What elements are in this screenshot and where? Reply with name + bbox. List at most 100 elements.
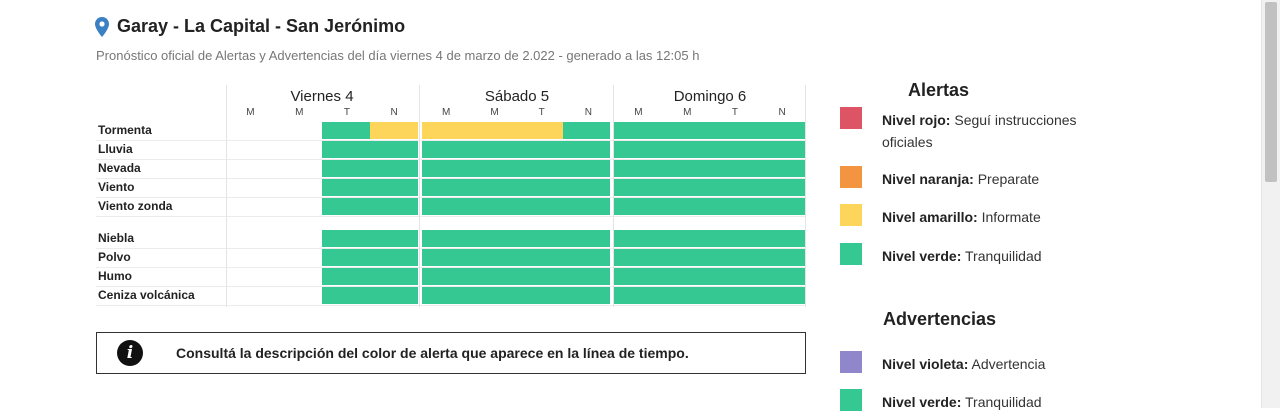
info-icon: i (117, 340, 143, 366)
alert-cell (758, 268, 806, 285)
alert-cell (322, 179, 370, 196)
alert-cell (563, 160, 610, 177)
scrollbar-thumb[interactable] (1265, 2, 1277, 182)
page-title: Garay - La Capital - San Jerónimo (117, 16, 406, 36)
legend-text: Nivel naranja: Preparate (882, 171, 1040, 187)
alert-cell (516, 122, 563, 139)
alert-cell (662, 198, 710, 215)
alert-cell (370, 179, 418, 196)
alert-cell (422, 122, 469, 139)
alert-cell (370, 230, 418, 247)
day-label: Viernes 4 (290, 88, 354, 105)
scrollbar-track[interactable] (1261, 0, 1280, 408)
info-box: i Consultá la descripción del color de a… (96, 332, 806, 374)
alert-cell (563, 230, 610, 247)
alert-cell (469, 268, 516, 285)
alert-cell (226, 287, 274, 304)
alert-cell (614, 198, 662, 215)
slot-label: M (634, 107, 643, 118)
alert-cell (226, 122, 274, 139)
timeline-row: Lluvia (96, 140, 806, 160)
row-label: Tormenta (98, 123, 152, 137)
alert-cell (710, 141, 758, 158)
day-headers: Viernes 4 M M T N Sábado 5 M M T N Domingo 6 M M T N (226, 85, 806, 123)
color-swatch (840, 204, 862, 226)
alert-cell (662, 179, 710, 196)
alert-cell (758, 249, 806, 266)
alert-cell (469, 141, 516, 158)
alert-cell (274, 230, 322, 247)
alert-cell (322, 249, 370, 266)
alert-cell (274, 287, 322, 304)
day-header: Viernes 4 M M T N (226, 85, 418, 123)
slot-label: T (731, 107, 738, 118)
alert-cell (563, 287, 610, 304)
alert-cell (758, 179, 806, 196)
alert-cell (422, 268, 469, 285)
alert-cell (422, 230, 469, 247)
alert-cell (614, 122, 662, 139)
timeline-row: Nevada (96, 159, 806, 179)
row-label: Polvo (98, 250, 131, 264)
color-swatch (840, 107, 862, 129)
row-label: Lluvia (98, 142, 133, 156)
alert-cell (422, 249, 469, 266)
alert-cell (370, 198, 418, 215)
alert-cell (758, 122, 806, 139)
color-swatch (840, 389, 862, 411)
alert-cell (226, 268, 274, 285)
alert-cell (614, 268, 662, 285)
alert-cell (422, 198, 469, 215)
alert-cell (563, 179, 610, 196)
alert-cell (226, 249, 274, 266)
alert-cell (614, 160, 662, 177)
timeline-row: Viento (96, 178, 806, 198)
alert-cell (469, 179, 516, 196)
alert-cell (563, 122, 610, 139)
timeline-row: Tormenta (96, 121, 806, 141)
alert-cell (710, 230, 758, 247)
alert-cell (469, 160, 516, 177)
alert-cell (322, 198, 370, 215)
alert-cell (370, 249, 418, 266)
alert-cell (710, 287, 758, 304)
day-separator (419, 85, 420, 307)
alert-cell (226, 198, 274, 215)
alert-cell (322, 268, 370, 285)
alert-cell (322, 287, 370, 304)
alert-cell (710, 122, 758, 139)
timeline-row: Niebla (96, 229, 806, 249)
row-label: Ceniza volcánica (98, 288, 195, 302)
legend-item: Nivel rojo: Seguí instrucciones oficiale… (840, 107, 1082, 153)
row-label: Viento zonda (98, 199, 173, 213)
row-label: Viento (98, 180, 135, 194)
slot-label: T (343, 107, 350, 118)
alert-cell (614, 249, 662, 266)
color-swatch (840, 243, 862, 265)
alert-cell (322, 230, 370, 247)
legend-text: Nivel verde: Tranquilidad (882, 248, 1042, 264)
alert-cell (226, 160, 274, 177)
timeline-row: Viento zonda (96, 197, 806, 217)
slot-label: T (538, 107, 545, 118)
day-label: Domingo 6 (673, 88, 747, 105)
forecast-subtitle: Pronóstico oficial de Alertas y Adverten… (96, 48, 700, 63)
alert-cell (758, 287, 806, 304)
alert-cell (469, 230, 516, 247)
alert-cell (614, 230, 662, 247)
day-separator (613, 85, 614, 307)
alert-cell (710, 268, 758, 285)
alert-cell (226, 141, 274, 158)
alert-cell (422, 179, 469, 196)
alert-cell (662, 287, 710, 304)
alert-cell (614, 179, 662, 196)
slot-label: M (683, 107, 692, 118)
alert-cell (274, 141, 322, 158)
slot-label: N (390, 107, 398, 118)
alert-cell (758, 230, 806, 247)
row-label: Nevada (98, 161, 141, 175)
day-label: Sábado 5 (484, 88, 550, 105)
alert-cell (370, 287, 418, 304)
